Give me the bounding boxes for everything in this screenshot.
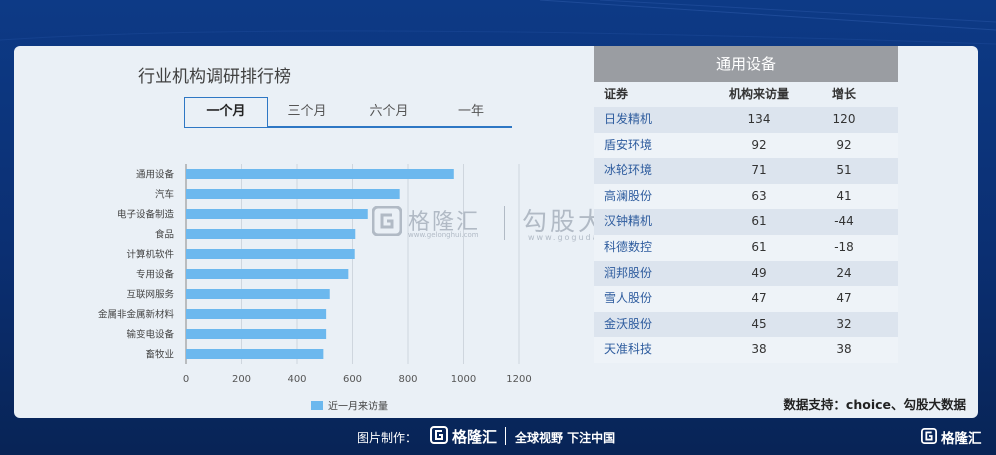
table-body: 日发精机 134 120 盾安环境 92 92 冰轮环境 71 51 高澜股份 63 41 汉钟精机 61… <box>594 107 898 363</box>
cell-security[interactable]: 冰轮环境 <box>604 163 653 178</box>
gelonghui-logo-icon <box>430 426 448 444</box>
category-label: 食品 <box>155 229 174 241</box>
cell-growth: 120 <box>832 112 856 126</box>
gelonghui-logo-icon <box>921 428 937 444</box>
legend-swatch <box>311 401 323 410</box>
cell-visits: 45 <box>751 316 767 331</box>
cell-security[interactable]: 汉钟精机 <box>604 214 653 229</box>
table-row: 雪人股份 47 47 <box>594 286 898 312</box>
table-title: 通用设备 <box>594 46 898 82</box>
cell-security[interactable]: 润邦股份 <box>604 265 653 280</box>
table-row: 高澜股份 63 41 <box>594 183 898 210</box>
x-tick-label: 1000 <box>451 374 476 385</box>
category-label: 通用设备 <box>136 169 175 181</box>
bar <box>186 349 324 359</box>
bar <box>186 229 356 239</box>
category-label: 电子设备制造 <box>117 209 175 221</box>
footer-bar: 图片制作： 格隆汇 全球视野 下注中国 格隆汇 <box>0 418 996 455</box>
table-row: 冰轮环境 71 51 <box>594 158 898 184</box>
bar <box>186 169 454 179</box>
footer-brand: 格隆汇 <box>452 428 498 446</box>
cell-visits: 134 <box>747 112 771 126</box>
bar <box>186 209 368 219</box>
cell-security[interactable]: 金沃股份 <box>604 316 653 331</box>
cell-growth: 32 <box>836 316 852 331</box>
watermark-divider <box>504 206 505 240</box>
data-source: 数据支持：choice、勾股大数据 <box>783 397 966 412</box>
cell-growth: 47 <box>836 291 852 306</box>
watermark-url-2: www.gogudata.com <box>528 233 640 242</box>
detail-table-panel: 通用设备 证券 机构来访量 增长 日发精机 134 120 盾安环境 92 92 冰轮环境 7… <box>594 46 898 418</box>
table-row: 天准科技 38 38 <box>594 337 898 363</box>
legend-label: 近一月来访量 <box>328 400 388 413</box>
footer-brand-right: 格隆汇 <box>941 431 982 447</box>
cell-growth: 92 <box>836 137 852 152</box>
category-label: 互联网服务 <box>126 289 174 301</box>
table-row: 润邦股份 49 24 <box>594 260 898 287</box>
cell-security[interactable]: 科德数控 <box>604 239 653 254</box>
bar-chart: 0 200 400 600 800 1000 1200 通用设备汽车电子设备制造食品计算机软件… <box>98 164 532 413</box>
bar <box>186 289 330 299</box>
cell-visits: 49 <box>751 265 767 280</box>
cell-security[interactable]: 日发精机 <box>604 112 653 126</box>
x-tick-label: 800 <box>398 374 417 385</box>
tab-one-month[interactable]: 一个月 <box>184 97 268 127</box>
header-visits: 机构来访量 <box>728 87 789 101</box>
header-security: 证券 <box>604 87 629 101</box>
cell-visits: 47 <box>751 291 767 306</box>
main-card: 行业机构调研排行榜 一个月 三个月 六个月 一年 0 200 400 600 800 10… <box>14 46 978 418</box>
category-label: 专用设备 <box>136 269 175 281</box>
watermark-url: www.gelonghui.com <box>408 231 479 239</box>
watermark-name: 格隆汇 <box>408 210 481 235</box>
x-tick-label: 1200 <box>506 374 531 385</box>
tab-six-months[interactable]: 六个月 <box>369 104 409 119</box>
category-label: 输变电设备 <box>126 329 174 341</box>
x-tick-label: 400 <box>287 374 306 385</box>
cell-visits: 38 <box>751 342 767 357</box>
cell-growth: 41 <box>836 188 852 203</box>
bar <box>186 309 327 319</box>
category-label: 计算机软件 <box>126 249 174 261</box>
page-title: 行业机构调研排行榜 <box>138 67 291 87</box>
bar <box>186 189 400 199</box>
table-row: 盾安环境 92 92 <box>594 132 898 159</box>
tab-one-year[interactable]: 一年 <box>457 104 484 119</box>
bar <box>186 249 355 259</box>
table-row: 金沃股份 45 32 <box>594 311 898 338</box>
table-row: 日发精机 134 120 <box>594 107 898 133</box>
x-tick-label: 200 <box>232 374 251 385</box>
cell-growth: 51 <box>836 163 852 178</box>
cell-growth: 24 <box>836 265 852 280</box>
category-label: 畜牧业 <box>145 349 174 361</box>
bar <box>186 329 327 339</box>
cell-growth: 38 <box>836 342 852 357</box>
cell-visits: 71 <box>751 163 767 178</box>
cell-visits: 61 <box>751 214 767 229</box>
bar <box>186 269 349 279</box>
category-label: 汽车 <box>155 189 174 201</box>
cell-security[interactable]: 雪人股份 <box>604 291 653 306</box>
footer-slogan: 全球视野 下注中国 <box>515 431 616 445</box>
period-tabs: 一个月 三个月 六个月 一年 <box>184 97 512 128</box>
cell-growth: -18 <box>834 239 854 254</box>
cell-security[interactable]: 盾安环境 <box>604 137 653 152</box>
table-row: 汉钟精机 61 -44 <box>594 209 898 235</box>
cell-security[interactable]: 天准科技 <box>604 342 653 357</box>
tab-three-months[interactable]: 三个月 <box>287 104 327 119</box>
cell-visits: 92 <box>751 137 767 152</box>
cell-growth: -44 <box>834 214 854 229</box>
category-label: 金属非金属新材料 <box>98 309 175 321</box>
footer-divider <box>505 427 506 445</box>
cell-visits: 63 <box>751 188 767 203</box>
header-growth: 增长 <box>831 87 856 101</box>
cell-security[interactable]: 高澜股份 <box>604 188 653 203</box>
x-tick-label: 0 <box>183 374 189 385</box>
gelonghui-logo-icon <box>372 206 402 236</box>
table-row: 科德数控 61 -18 <box>594 234 898 261</box>
x-tick-label: 600 <box>343 374 362 385</box>
cell-visits: 61 <box>751 239 767 254</box>
table-header: 证券 机构来访量 增长 <box>594 82 898 107</box>
made-by-label: 图片制作： <box>357 431 418 445</box>
